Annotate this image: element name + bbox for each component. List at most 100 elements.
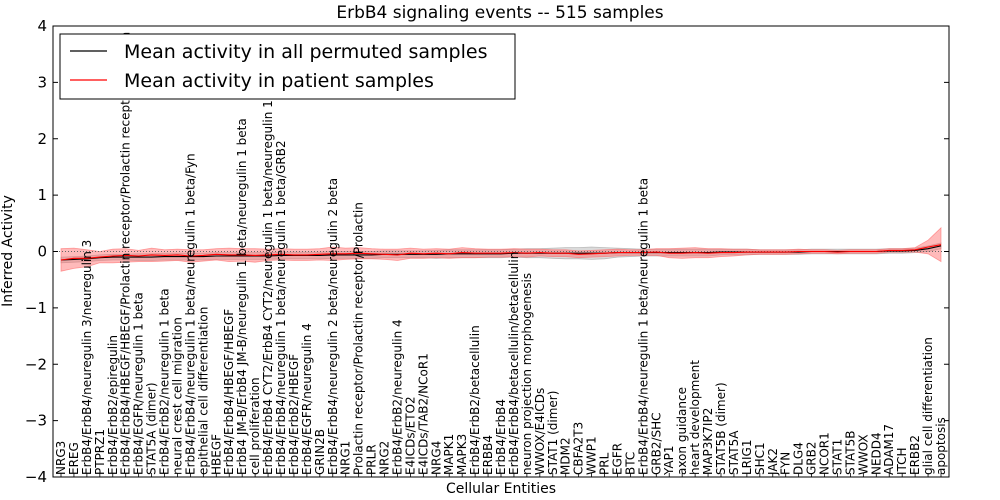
x-category-label: E4ICDs/ETO2 (403, 396, 417, 475)
x-category-label: ErbB4/ErbB4/HBEGF/HBEGF (222, 309, 236, 475)
series-1-point-43 (617, 252, 618, 253)
series-0-point-31 (462, 253, 463, 254)
x-category-label: ErbB4/ErbB2/epiregulin (106, 335, 120, 475)
x-category-label: ErbB4 JM-B/ErbB4 JM-B/neuregulin 1 beta/… (235, 118, 249, 475)
series-1-point-11 (203, 255, 204, 256)
series-1-point-46 (656, 252, 657, 253)
series-1-point-20 (319, 254, 320, 255)
series-1-point-62 (863, 251, 864, 252)
x-category-label: MAPK1 (442, 434, 456, 475)
series-1-point-60 (837, 252, 838, 253)
x-category-label: STAT5A (dimer) (145, 382, 159, 475)
x-category-label: ErbB4/ErbB2/HBEGF (287, 354, 301, 475)
series-1-point-0 (60, 259, 61, 260)
series-1-point-61 (850, 251, 851, 252)
series-1-point-13 (229, 254, 230, 255)
y-tick-label: 1 (37, 186, 47, 204)
legend: Mean activity in all permuted samples Me… (59, 33, 516, 100)
x-category-label: EREG (67, 442, 81, 475)
x-category-label: WWP1 (585, 436, 599, 475)
x-category-label: Prolactin receptor/Prolactin receptor/Pr… (352, 202, 366, 475)
series-1-point-55 (772, 252, 773, 253)
x-category-label: WWOX (856, 434, 870, 475)
x-category-label: STAT1 (831, 439, 845, 475)
series-0-point-40 (578, 253, 579, 254)
x-category-label: JAK2 (766, 448, 780, 476)
x-category-label: ADAM17 (882, 424, 896, 475)
x-category-label: STAT5B (843, 431, 857, 476)
x-category-label: NRG4 (429, 441, 443, 475)
x-category-label: glial cell differentiation (921, 337, 935, 475)
series-1-point-34 (500, 253, 501, 254)
y-tick-label: 0 (37, 243, 47, 261)
series-0-point-68 (940, 245, 941, 246)
legend-label-permuted: Mean activity in all permuted samples (124, 41, 487, 63)
x-category-label: ErbB4/ErbB4/neuregulin 3/neuregulin 3 (80, 240, 94, 475)
x-category-label: MDM2 (559, 437, 573, 475)
series-1-point-7 (151, 254, 152, 255)
series-1-point-37 (539, 252, 540, 253)
x-category-label: YAP1 (662, 446, 676, 476)
x-category-label: ErbB4/ErbB2/neuregulin 1 beta (158, 288, 172, 475)
series-1-point-12 (216, 254, 217, 255)
x-category-label: ErbB4/ErbB4 (494, 399, 508, 475)
series-1-point-41 (591, 253, 592, 254)
series-1-point-18 (293, 254, 294, 255)
x-category-label: ErbB4/ErbB4/neuregulin 1 beta/neuregulin… (636, 178, 650, 475)
series-1-point-56 (785, 252, 786, 253)
series-1-point-24 (371, 253, 372, 254)
y-tick-label: 2 (37, 130, 47, 148)
series-0-point-27 (410, 254, 411, 255)
x-category-label: MAPK3 (455, 434, 469, 475)
series-1-point-42 (604, 253, 605, 254)
series-0-point-11 (203, 256, 204, 257)
x-axis-label: Cellular Entities (446, 481, 556, 497)
series-0-point-6 (138, 257, 139, 258)
x-category-label: apoptosis (934, 417, 948, 475)
y-tick-label: 3 (37, 73, 47, 91)
series-1-point-31 (462, 252, 463, 253)
confidence-band-1 (60, 226, 942, 272)
series-0-point-20 (319, 255, 320, 256)
x-category-label: ErbB4/ErbB4/neuregulin 1 beta/neuregulin… (183, 153, 197, 475)
x-category-label: ErbB4/ErbB4/neuregulin 2 beta/neuregulin… (326, 178, 340, 475)
series-1-point-57 (798, 251, 799, 252)
x-category-label: GRB2 (805, 441, 819, 475)
x-category-label: WWOX/E4ICDs (533, 388, 547, 475)
series-1-point-64 (889, 250, 890, 251)
x-category-label: CBFA2T3 (572, 422, 586, 475)
x-category-label: SHC1 (753, 442, 767, 475)
series-1-point-53 (746, 252, 747, 253)
series-line-1 (60, 244, 942, 261)
series-1-point-30 (449, 253, 450, 254)
x-category-label: neuron projection morphogenesis (520, 273, 534, 475)
x-category-label: ErbB4/ErbB2/neuregulin 4 (391, 319, 405, 475)
x-category-label: NEDD4 (869, 432, 883, 475)
legend-label-patient: Mean activity in patient samples (124, 70, 434, 92)
series-1-point-4 (112, 255, 113, 256)
series-1-point-38 (552, 253, 553, 254)
series-1-point-50 (708, 253, 709, 254)
series-1-point-32 (475, 253, 476, 254)
x-category-label: DLG4 (792, 442, 806, 475)
series-1-point-44 (630, 252, 631, 253)
x-category-label: NRG3 (54, 441, 68, 475)
series-1-point-28 (423, 253, 424, 254)
y-axis: 4 3 2 1 0 −1 −2 −3 −4 (25, 17, 949, 486)
series-1-point-19 (306, 254, 307, 255)
series-0-point-13 (229, 255, 230, 256)
series-1-point-1 (73, 258, 74, 259)
series-1-point-3 (99, 257, 100, 258)
x-category-label: GRB2/SHC (649, 412, 663, 475)
x-category-label: BTC (623, 452, 637, 475)
series-1-point-65 (902, 250, 903, 251)
series-1-point-63 (876, 251, 877, 252)
series-1-point-26 (397, 254, 398, 255)
x-category-label: E4ICDs/TAB2/NCoR1 (416, 353, 430, 475)
series-0-point-1 (73, 259, 74, 260)
series-1-point-36 (526, 253, 527, 254)
y-tick-label: −1 (25, 299, 47, 317)
series-0-point-22 (345, 254, 346, 255)
